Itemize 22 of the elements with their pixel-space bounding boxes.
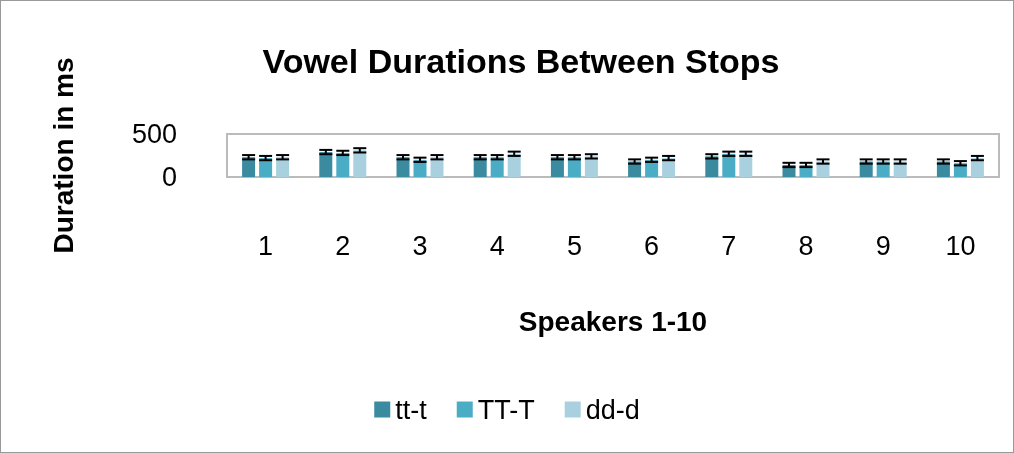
chart-title: Vowel Durations Between Stops [262, 42, 780, 80]
x-axis-title: Speakers 1-10 [518, 305, 708, 337]
x-tick-label: 10 [945, 230, 976, 261]
x-tick-label: 4 [489, 230, 505, 261]
x-tick-label: 3 [412, 230, 428, 261]
x-tick-label: 5 [566, 230, 582, 261]
x-tick-label: 1 [258, 230, 274, 261]
x-tick-label: 2 [335, 230, 351, 261]
x-tick-label: 8 [798, 230, 814, 261]
x-tick-label: 6 [644, 230, 660, 261]
legend-label: tt-t [395, 394, 428, 425]
bar [319, 152, 333, 177]
bar [507, 153, 521, 177]
bar [336, 152, 350, 177]
legend-label: TT-T [477, 394, 535, 425]
bar [353, 150, 367, 177]
y-tick-label: 500 [131, 119, 177, 149]
x-tick-label: 9 [875, 230, 891, 261]
y-tick-label: 0 [161, 162, 177, 192]
x-tick-label: 7 [721, 230, 737, 261]
legend-label: dd-d [585, 394, 640, 425]
y-axis-title: Duration in ms [47, 57, 79, 254]
